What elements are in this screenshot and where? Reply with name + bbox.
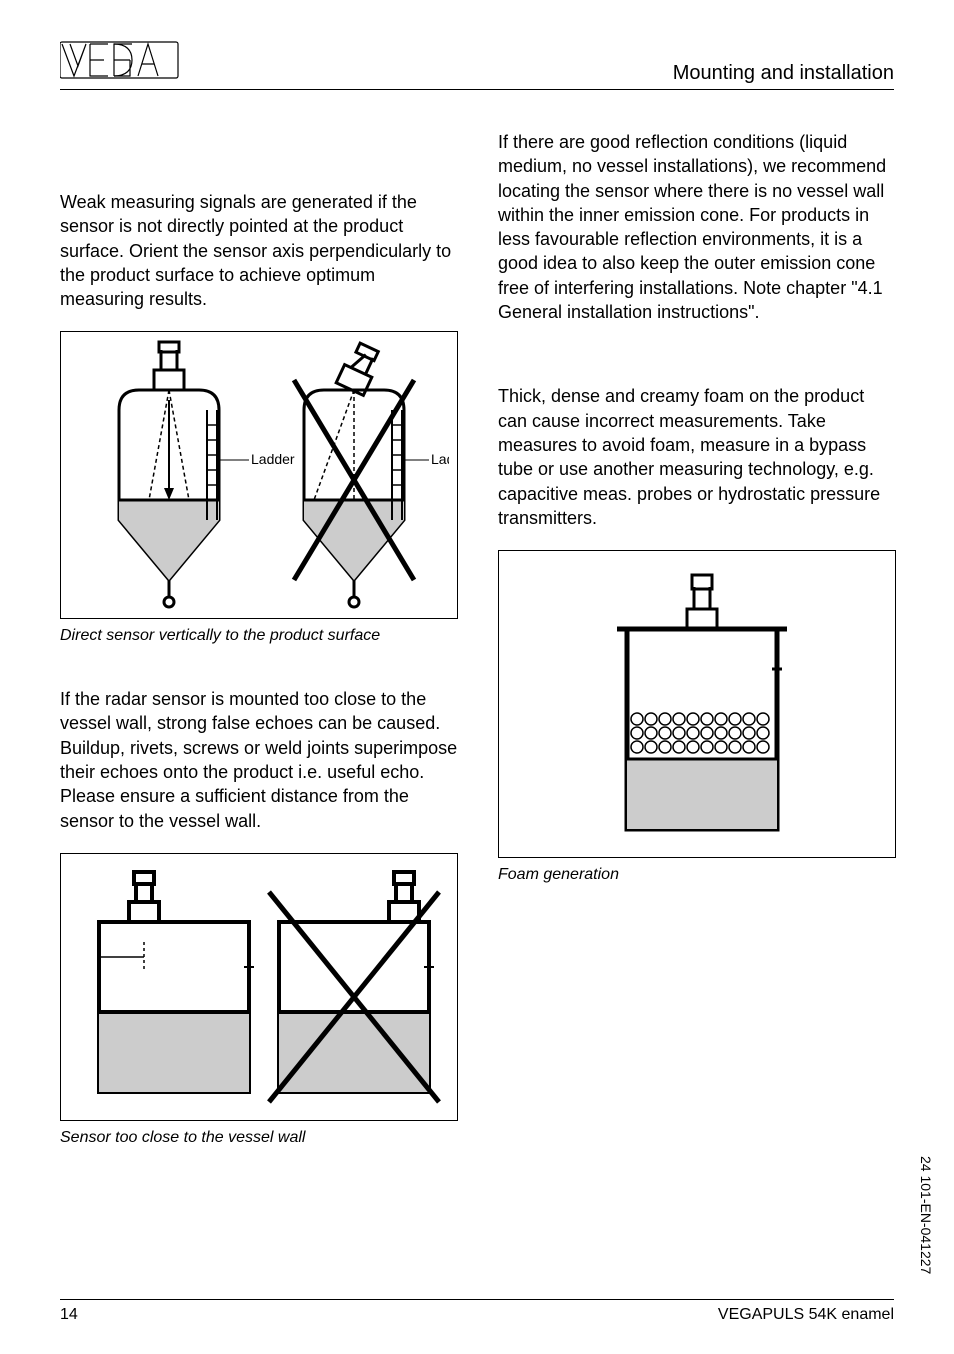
document-side-code: 24 101-EN-041227 [918,1156,934,1274]
right-para-1: If there are good reflection conditions … [498,130,896,324]
ladder-label-left: Ladder [251,451,295,467]
section-title: Mounting and installation [673,62,894,85]
page-header: Mounting and installation [60,40,894,90]
left-para-2: If the radar sensor is mounted too close… [60,687,458,833]
right-para-2: Thick, dense and creamy foam on the prod… [498,384,896,530]
left-para-1: Weak measuring signals are generated if … [60,190,458,311]
ladder-label-right: Ladder [431,451,449,467]
figure-sensor-orientation: Ladder [60,331,458,619]
page: Mounting and installation Weak measuring… [0,0,954,1354]
right-column: If there are good reflection conditions … [498,130,896,1148]
figure-2-caption: Sensor too close to the vessel wall [60,1127,458,1149]
page-footer: 14 VEGAPULS 54K enamel [60,1299,894,1324]
figure-1-caption: Direct sensor vertically to the product … [60,625,458,647]
figure-3-caption: Foam generation [498,864,896,886]
doc-title: VEGAPULS 54K enamel [718,1306,894,1324]
figure-foam-generation [498,550,896,858]
figure-sensor-wall-distance [60,853,458,1121]
content-columns: Weak measuring signals are generated if … [60,130,894,1148]
vega-logo [60,40,180,85]
left-column: Weak measuring signals are generated if … [60,130,458,1148]
page-number: 14 [60,1306,78,1324]
